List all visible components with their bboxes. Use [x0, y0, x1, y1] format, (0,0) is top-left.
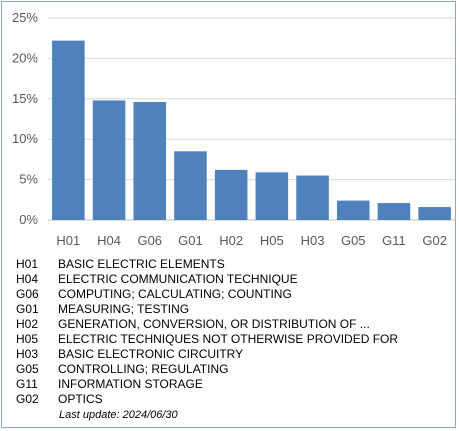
x-tick-label: G02	[422, 233, 447, 248]
x-tick-label: H05	[260, 233, 284, 248]
bar	[377, 203, 411, 220]
legend-code: G11	[16, 377, 38, 391]
legend-desc: COMPUTING; CALCULATING; COUNTING	[58, 287, 292, 301]
legend-item: G05 CONTROLLING; REGULATING	[16, 362, 446, 377]
x-tick-label: H01	[56, 233, 80, 248]
legend-item: G01 MEASURING; TESTING	[16, 302, 446, 317]
bar	[214, 169, 248, 220]
legend-item: G02 OPTICS	[16, 392, 446, 407]
y-tick-label: 5%	[19, 172, 38, 187]
bar	[296, 175, 329, 220]
legend-code: H01	[16, 257, 39, 271]
y-tick-label: 10%	[12, 131, 38, 146]
bar	[133, 102, 167, 220]
bar	[174, 151, 207, 220]
y-tick-label: 15%	[12, 91, 38, 106]
x-tick-label: G05	[341, 233, 366, 248]
legend-item: G11 INFORMATION STORAGE	[16, 377, 446, 392]
legend-item: H04 ELECTRIC COMMUNICATION TECHNIQUE	[16, 272, 446, 287]
x-tick-label: G01	[178, 233, 203, 248]
legend-desc: CONTROLLING; REGULATING	[58, 362, 229, 376]
x-tick-label: G06	[137, 233, 162, 248]
x-tick-label: H02	[219, 233, 243, 248]
legend-item: G06 COMPUTING; CALCULATING; COUNTING	[16, 287, 446, 302]
legend-desc: BASIC ELECTRIC ELEMENTS	[58, 257, 225, 271]
bar-chart: 0% 5% 10% 15% 20% 25% H01 H04 G06 G01 H02 H05 H03 G05…	[12, 10, 455, 248]
legend-code: G01	[16, 302, 39, 316]
legend-desc: ELECTRIC TECHNIQUES NOT OTHERWISE PROVID…	[58, 332, 399, 346]
y-tick-label: 20%	[12, 50, 38, 65]
last-update-note: Last update: 2024/06/30	[59, 409, 178, 421]
x-tick-label: G11	[382, 233, 406, 248]
legend-desc: INFORMATION STORAGE	[58, 377, 203, 391]
legend-code: G02	[16, 392, 39, 406]
legend-item: H05 ELECTRIC TECHNIQUES NOT OTHERWISE PRO…	[16, 332, 446, 347]
legend-item: H02 GENERATION, CONVERSION, OR DISTRIBUTI…	[16, 317, 446, 332]
bar	[336, 200, 370, 220]
y-tick-label: 25%	[12, 10, 38, 25]
legend-code: H05	[16, 332, 39, 346]
legend-desc: ELECTRIC COMMUNICATION TECHNIQUE	[58, 272, 298, 286]
x-tick-label: H04	[97, 233, 121, 248]
bar	[52, 40, 85, 221]
y-tick-label: 0%	[19, 212, 38, 227]
legend-desc: MEASURING; TESTING	[58, 302, 190, 316]
legend: H01 BASIC ELECTRIC ELEMENTS H04 ELECTRIC C…	[16, 257, 446, 407]
legend-code: G06	[16, 287, 39, 301]
legend-desc: BASIC ELECTRONIC CIRCUITRY	[58, 347, 244, 361]
legend-code: H03	[16, 347, 39, 361]
legend-desc: OPTICS	[58, 392, 103, 406]
legend-code: G05	[16, 362, 39, 376]
legend-code: H04	[16, 272, 39, 286]
bar	[92, 100, 126, 220]
legend-desc: GENERATION, CONVERSION, OR DISTRIBUTION …	[58, 317, 370, 331]
legend-item: H01 BASIC ELECTRIC ELEMENTS	[16, 257, 446, 272]
bar	[255, 172, 289, 220]
x-tick-label: H03	[301, 233, 325, 248]
legend-code: H02	[16, 317, 39, 331]
legend-item: H03 BASIC ELECTRONIC CIRCUITRY	[16, 347, 446, 362]
bar	[418, 207, 451, 220]
